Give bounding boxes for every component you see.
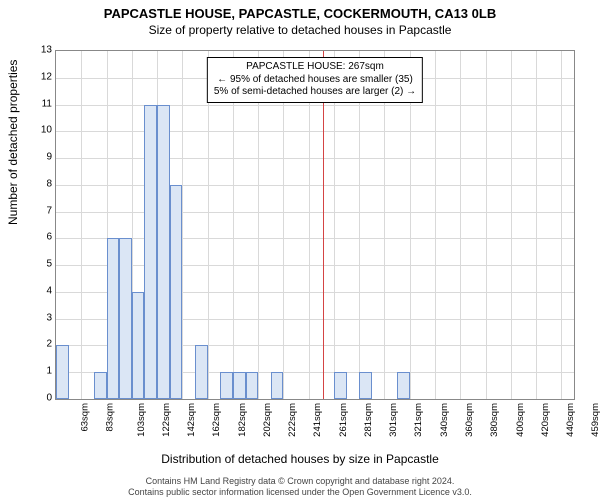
x-tick-label: 142sqm xyxy=(186,403,197,437)
x-tick-label: 162sqm xyxy=(211,403,222,437)
gridline-v xyxy=(182,51,183,399)
gridline-v xyxy=(486,51,487,399)
gridline-v xyxy=(81,51,82,399)
annotation-line-2: ← 95% of detached houses are smaller (35… xyxy=(214,74,416,87)
gridline-v xyxy=(334,51,335,399)
chart-container: PAPCASTLE HOUSE, PAPCASTLE, COCKERMOUTH,… xyxy=(0,0,600,500)
gridline-h xyxy=(56,238,574,239)
plot-area: PAPCASTLE HOUSE: 267sqm ← 95% of detache… xyxy=(55,50,575,400)
histogram-bar xyxy=(119,238,132,399)
gridline-v xyxy=(511,51,512,399)
gridline-h xyxy=(56,105,574,106)
footer-line-1: Contains HM Land Registry data © Crown c… xyxy=(0,476,600,487)
reference-line xyxy=(323,51,324,399)
x-tick-label: 103sqm xyxy=(135,403,146,437)
x-tick-label: 301sqm xyxy=(388,403,399,437)
gridline-v xyxy=(283,51,284,399)
x-tick-label: 400sqm xyxy=(514,403,525,437)
histogram-bar xyxy=(334,372,347,399)
y-tick-label: 2 xyxy=(22,339,52,350)
annotation-line-1: PAPCASTLE HOUSE: 267sqm xyxy=(214,61,416,74)
annotation-box: PAPCASTLE HOUSE: 267sqm ← 95% of detache… xyxy=(207,57,423,103)
gridline-v xyxy=(561,51,562,399)
histogram-bar xyxy=(94,372,107,399)
x-tick-label: 440sqm xyxy=(565,403,576,437)
histogram-bar xyxy=(220,372,233,399)
x-tick-label: 281sqm xyxy=(363,403,374,437)
y-tick-label: 7 xyxy=(22,205,52,216)
x-tick-label: 340sqm xyxy=(439,403,450,437)
gridline-v xyxy=(384,51,385,399)
y-tick-label: 8 xyxy=(22,178,52,189)
y-tick-label: 4 xyxy=(22,285,52,296)
x-tick-label: 182sqm xyxy=(236,403,247,437)
gridline-v xyxy=(410,51,411,399)
y-tick-label: 9 xyxy=(22,152,52,163)
footer-line-2: Contains public sector information licen… xyxy=(0,487,600,498)
histogram-bar xyxy=(132,292,145,399)
y-tick-label: 0 xyxy=(22,393,52,404)
histogram-bar xyxy=(170,185,183,399)
histogram-bar xyxy=(195,345,208,399)
x-tick-label: 360sqm xyxy=(464,403,475,437)
x-tick-label: 202sqm xyxy=(262,403,273,437)
x-tick-label: 380sqm xyxy=(489,403,500,437)
gridline-v xyxy=(258,51,259,399)
gridline-v xyxy=(536,51,537,399)
x-tick-label: 222sqm xyxy=(287,403,298,437)
main-title: PAPCASTLE HOUSE, PAPCASTLE, COCKERMOUTH,… xyxy=(0,0,600,21)
gridline-h xyxy=(56,131,574,132)
gridline-h xyxy=(56,158,574,159)
y-tick-label: 6 xyxy=(22,232,52,243)
y-tick-label: 10 xyxy=(22,125,52,136)
gridline-v xyxy=(460,51,461,399)
y-axis-label: Number of detached properties xyxy=(6,60,20,225)
x-axis-label: Distribution of detached houses by size … xyxy=(0,452,600,466)
footer: Contains HM Land Registry data © Crown c… xyxy=(0,476,600,498)
gridline-v xyxy=(309,51,310,399)
x-tick-label: 122sqm xyxy=(161,403,172,437)
x-tick-label: 83sqm xyxy=(105,403,116,432)
histogram-bar xyxy=(157,105,170,399)
sub-title: Size of property relative to detached ho… xyxy=(0,21,600,37)
gridline-h xyxy=(56,185,574,186)
gridline-h xyxy=(56,265,574,266)
y-tick-label: 13 xyxy=(22,45,52,56)
gridline-v xyxy=(208,51,209,399)
y-tick-label: 11 xyxy=(22,98,52,109)
y-tick-label: 5 xyxy=(22,259,52,270)
x-tick-label: 63sqm xyxy=(80,403,91,432)
histogram-bar xyxy=(107,238,120,399)
histogram-bar xyxy=(144,105,157,399)
histogram-bar xyxy=(56,345,69,399)
histogram-bar xyxy=(233,372,246,399)
histogram-bar xyxy=(271,372,284,399)
histogram-bar xyxy=(246,372,259,399)
y-tick-label: 3 xyxy=(22,312,52,323)
gridline-v xyxy=(233,51,234,399)
y-tick-label: 12 xyxy=(22,71,52,82)
histogram-bar xyxy=(397,372,410,399)
annotation-line-3: 5% of semi-detached houses are larger (2… xyxy=(214,86,416,99)
x-tick-label: 420sqm xyxy=(540,403,551,437)
x-tick-label: 321sqm xyxy=(413,403,424,437)
x-tick-label: 459sqm xyxy=(590,403,600,437)
histogram-bar xyxy=(359,372,372,399)
gridline-v xyxy=(435,51,436,399)
gridline-h xyxy=(56,212,574,213)
x-tick-label: 261sqm xyxy=(337,403,348,437)
gridline-v xyxy=(359,51,360,399)
y-tick-label: 1 xyxy=(22,366,52,377)
x-tick-label: 241sqm xyxy=(312,403,323,437)
